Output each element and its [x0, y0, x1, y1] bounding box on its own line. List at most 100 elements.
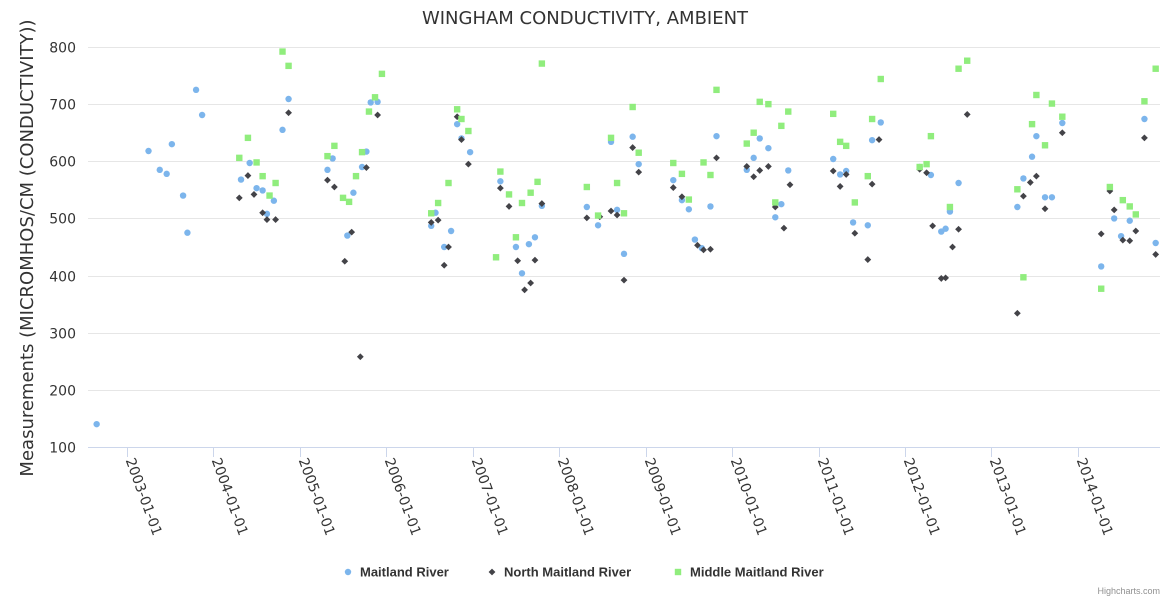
data-point[interactable] [1097, 230, 1105, 238]
data-point[interactable] [434, 216, 442, 224]
data-point[interactable] [1141, 98, 1148, 105]
data-point[interactable] [877, 75, 884, 83]
data-point[interactable] [531, 256, 539, 264]
data-point[interactable] [868, 136, 876, 144]
data-point[interactable] [707, 245, 714, 253]
data-point[interactable] [341, 257, 349, 265]
data-point[interactable] [842, 142, 850, 150]
data-point[interactable] [851, 229, 859, 237]
data-point[interactable] [272, 179, 279, 187]
data-point[interactable] [594, 212, 602, 219]
data-point[interactable] [237, 176, 245, 183]
legend-item-middle-maitland-river[interactable]: Middle Maitland River [674, 565, 824, 580]
legend-item-north-maitland-river[interactable]: North Maitland River [488, 565, 632, 580]
data-point[interactable] [1033, 91, 1040, 99]
data-point[interactable] [691, 236, 699, 243]
data-point[interactable] [358, 163, 366, 171]
data-point[interactable] [1126, 217, 1133, 224]
data-point[interactable] [434, 199, 442, 207]
data-point[interactable] [1058, 129, 1066, 137]
data-point[interactable] [1020, 274, 1027, 281]
data-point[interactable] [350, 189, 357, 196]
data-point[interactable] [179, 192, 187, 199]
data-point[interactable] [93, 420, 100, 428]
data-point[interactable] [916, 163, 923, 171]
data-point[interactable] [613, 179, 621, 187]
data-point[interactable] [607, 134, 615, 142]
data-point[interactable] [263, 216, 271, 223]
data-point[interactable] [156, 166, 163, 174]
data-point[interactable] [629, 103, 636, 111]
data-point[interactable] [259, 187, 266, 194]
data-point[interactable] [527, 189, 534, 196]
data-point[interactable] [923, 169, 930, 177]
data-point[interactable] [964, 57, 971, 64]
data-point[interactable] [765, 100, 772, 108]
data-point[interactable] [613, 206, 621, 214]
data-point[interactable] [1098, 285, 1105, 292]
data-point[interactable] [785, 108, 792, 115]
data-point[interactable] [270, 197, 278, 204]
data-point[interactable] [851, 199, 859, 206]
data-point[interactable] [378, 70, 386, 78]
data-point[interactable] [244, 134, 252, 142]
data-point[interactable] [440, 261, 448, 269]
data-point[interactable] [583, 203, 591, 211]
data-point[interactable] [607, 207, 615, 215]
data-point[interactable] [942, 225, 949, 232]
data-point[interactable] [772, 214, 779, 221]
data-point[interactable] [1041, 142, 1049, 149]
data-point[interactable] [458, 136, 465, 143]
data-point[interactable] [927, 171, 935, 179]
data-point[interactable] [527, 279, 535, 287]
data-point[interactable] [538, 60, 546, 67]
data-point[interactable] [339, 194, 347, 202]
data-point[interactable] [235, 194, 243, 202]
data-point[interactable] [875, 136, 883, 143]
data-point[interactable] [464, 160, 472, 168]
data-point[interactable] [786, 181, 794, 189]
data-point[interactable] [259, 209, 267, 217]
data-point[interactable] [1098, 263, 1105, 270]
data-point[interactable] [279, 126, 286, 134]
data-point[interactable] [324, 176, 331, 184]
data-point[interactable] [348, 228, 356, 236]
data-point[interactable] [963, 111, 971, 118]
data-point[interactable] [842, 167, 850, 175]
data-point[interactable] [253, 184, 260, 192]
data-point[interactable] [427, 219, 435, 226]
data-point[interactable] [620, 276, 628, 284]
data-point[interactable] [330, 183, 338, 191]
data-point[interactable] [583, 214, 591, 222]
data-point[interactable] [163, 170, 170, 178]
data-point[interactable] [445, 179, 452, 187]
data-point[interactable] [1152, 65, 1159, 72]
data-point[interactable] [198, 111, 206, 119]
data-point[interactable] [374, 111, 382, 119]
data-point[interactable] [849, 219, 857, 226]
data-point[interactable] [836, 138, 844, 146]
data-point[interactable] [497, 168, 504, 175]
data-point[interactable] [785, 167, 792, 174]
data-point[interactable] [694, 241, 701, 249]
data-point[interactable] [780, 224, 788, 232]
data-point[interactable] [272, 216, 279, 223]
data-point[interactable] [765, 144, 772, 152]
data-point[interactable] [955, 179, 962, 187]
data-point[interactable] [864, 256, 872, 263]
data-point[interactable] [236, 154, 243, 162]
data-point[interactable] [505, 191, 513, 198]
data-point[interactable] [358, 148, 366, 156]
data-point[interactable] [756, 167, 764, 174]
data-point[interactable] [1033, 132, 1040, 140]
data-point[interactable] [1013, 309, 1021, 317]
data-point[interactable] [1152, 239, 1159, 247]
data-point[interactable] [669, 184, 677, 191]
data-point[interactable] [1048, 100, 1056, 107]
data-point[interactable] [949, 243, 956, 251]
data-point[interactable] [946, 203, 954, 211]
data-point[interactable] [244, 172, 252, 179]
data-point[interactable] [365, 108, 373, 115]
data-point[interactable] [285, 109, 292, 117]
data-point[interactable] [750, 129, 757, 136]
